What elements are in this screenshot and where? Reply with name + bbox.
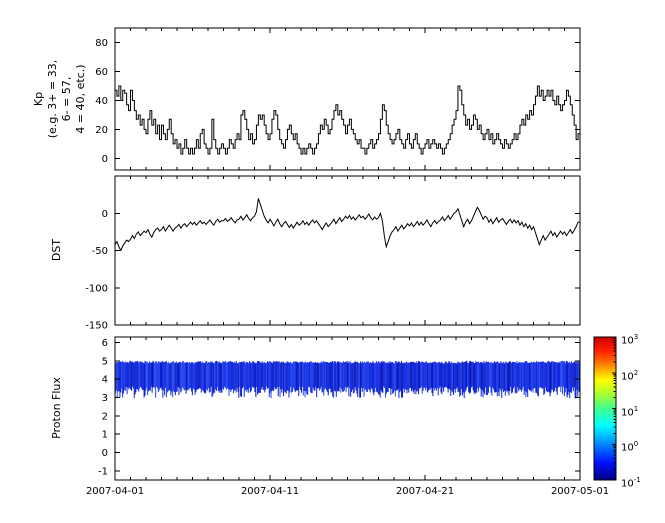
- kp-axis-label-line: 6- = 57,: [60, 76, 73, 122]
- svg-text:80: 80: [95, 38, 108, 49]
- svg-text:0: 0: [102, 448, 108, 459]
- colorbar-tick-label: 10-1: [621, 473, 641, 491]
- svg-text:60: 60: [95, 67, 108, 78]
- colorbar-tick-label: 103: [621, 330, 638, 348]
- svg-text:-100: -100: [85, 283, 108, 294]
- svg-text:3: 3: [102, 393, 108, 404]
- colorbar-tick-label: 100: [621, 437, 638, 455]
- colorbar-tick-exponent: 0: [633, 440, 639, 449]
- x-tick-label: 2007-04-21: [395, 486, 455, 497]
- colorbar-tick-label: 102: [621, 366, 638, 384]
- colorbar-tick-exponent: 2: [633, 368, 639, 377]
- proton-flux-axis-label: Proton Flux: [50, 377, 63, 439]
- svg-text:-50: -50: [92, 246, 108, 257]
- colorbar-tick-base: 10: [621, 406, 634, 418]
- svg-text:1: 1: [102, 430, 108, 441]
- svg-text:5: 5: [102, 356, 108, 367]
- svg-text:40: 40: [95, 96, 108, 107]
- colorbar-tick-exponent: 1: [633, 404, 639, 413]
- svg-text:4: 4: [102, 375, 108, 386]
- x-tick-label: 2007-04-01: [85, 486, 145, 497]
- kp-series: [115, 85, 580, 155]
- kp-axis-label-line: Kp: [32, 91, 45, 107]
- colorbar-tick-exponent: -1: [633, 476, 641, 484]
- kp-axis-label-line: (e.g. 3+ = 33,: [46, 59, 59, 139]
- dst-panel: 0 -50 -100 -150: [85, 175, 581, 332]
- x-tick-label: 2007-04-11: [240, 486, 300, 497]
- svg-text:6: 6: [102, 338, 108, 349]
- svg-text:0: 0: [102, 154, 108, 165]
- colorbar-tick-base: 10: [621, 371, 634, 383]
- proton-flux-panel: 6 5 4 3 2 1 0 -1: [98, 336, 581, 481]
- dst-series: [114, 198, 580, 252]
- dst-axis-label: DST: [50, 238, 63, 262]
- colorbar-tick-label: 101: [621, 402, 638, 420]
- svg-text:-1: -1: [98, 466, 108, 477]
- colorbar-tick-base: 10: [621, 442, 634, 454]
- svg-text:-150: -150: [85, 321, 108, 332]
- svg-text:20: 20: [95, 125, 108, 136]
- kp-axis-label: Kp (e.g. 3+ = 33, 6- = 57, 4 = 40, etc.): [32, 51, 88, 147]
- colorbar-tick-base: 10: [621, 478, 634, 490]
- kp-panel: 0 20 40 60 80: [95, 27, 581, 171]
- x-tick-label: 2007-05-01: [550, 486, 610, 497]
- svg-text:0: 0: [102, 209, 108, 220]
- kp-axis-label-line: 4 = 40, etc.): [74, 64, 87, 134]
- svg-text:2: 2: [102, 411, 108, 422]
- colorbar-tick-exponent: 3: [633, 333, 639, 341]
- colorbar-tick-base: 10: [621, 335, 634, 347]
